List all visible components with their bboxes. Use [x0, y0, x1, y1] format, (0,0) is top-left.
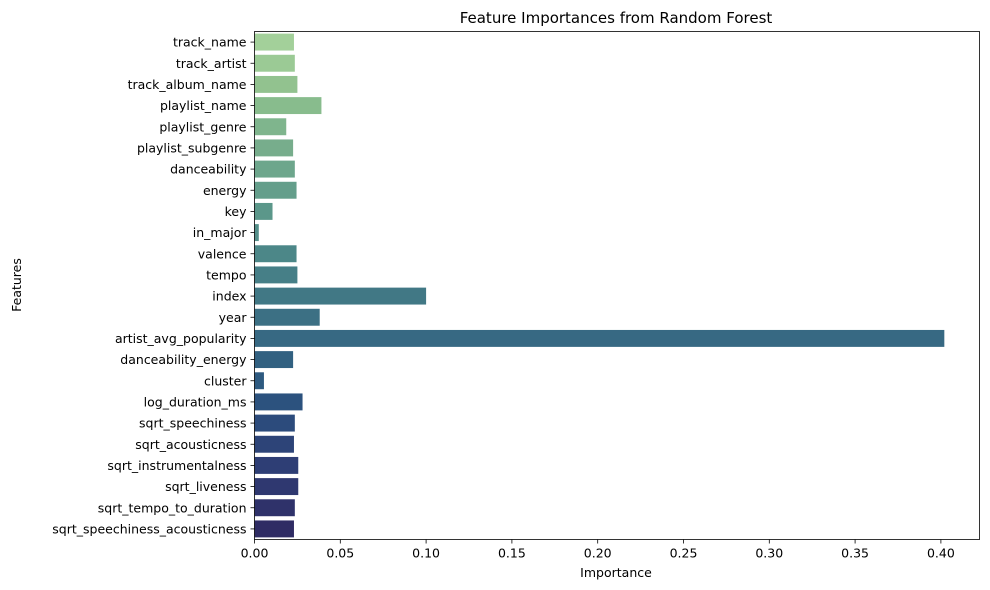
bar-sqrt-instrumentalness	[254, 456, 299, 474]
chart-title: Feature Importances from Random Forest	[460, 9, 773, 27]
bar-year	[254, 308, 320, 326]
y-tick-label: sqrt_liveness	[165, 479, 246, 494]
bar-track-name	[254, 33, 294, 51]
y-tick-label: tempo	[206, 267, 246, 282]
x-tick-label: 0.25	[670, 546, 698, 561]
bar-key	[254, 202, 273, 220]
y-tick-label: track_artist	[176, 56, 247, 71]
bar-sqrt-speechiness-acousticness	[254, 520, 294, 538]
bar-playlist-subgenre	[254, 139, 294, 157]
y-tick-label: playlist_name	[160, 98, 247, 113]
y-tick-label: danceability	[170, 162, 247, 177]
y-tick-label: index	[212, 289, 246, 304]
y-tick-label: sqrt_speechiness_acousticness	[52, 521, 246, 536]
bar-playlist-genre	[254, 118, 287, 136]
bar-tempo	[254, 266, 298, 284]
x-tick-label: 0.05	[326, 546, 354, 561]
bar-artist-avg-popularity	[254, 329, 945, 347]
bar-cluster	[254, 372, 264, 390]
y-ticks-group: track_name track_artist track_album_namepl…	[52, 35, 255, 536]
bar-sqrt-tempo-to-duration	[254, 499, 295, 517]
y-axis-label: Features	[9, 258, 24, 312]
bar-danceability-energy	[254, 351, 294, 369]
y-tick-label: sqrt_instrumentalness	[107, 458, 246, 473]
x-ticks-group: 0.00 0.05 0.10 0.15 0.20 0.25 0.30 0.35 0.40	[241, 539, 955, 561]
bars-group	[254, 33, 945, 538]
y-tick-label: sqrt_speechiness	[139, 416, 246, 431]
bar-danceability	[254, 160, 295, 178]
x-tick-label: 0.00	[241, 546, 269, 561]
y-tick-label: year	[219, 310, 248, 325]
x-tick-label: 0.20	[584, 546, 612, 561]
y-tick-label: valence	[198, 246, 247, 261]
bar-in-major	[254, 224, 259, 242]
y-tick-label: log_duration_ms	[144, 394, 247, 409]
bar-playlist-name	[254, 97, 322, 115]
x-axis-label: Importance	[580, 565, 652, 580]
y-tick-label: sqrt_tempo_to_duration	[98, 500, 247, 515]
y-tick-label: playlist_genre	[159, 119, 246, 134]
bar-energy	[254, 181, 297, 199]
x-tick-label: 0.30	[755, 546, 783, 561]
y-tick-label: danceability_energy	[120, 352, 247, 367]
y-tick-label: track_name	[173, 35, 247, 50]
bar-track-album-name	[254, 75, 298, 93]
y-tick-label: cluster	[204, 373, 247, 388]
bar-valence	[254, 245, 297, 263]
y-tick-label: track_album_name	[128, 77, 247, 92]
bar-index	[254, 287, 427, 305]
x-tick-label: 0.10	[412, 546, 440, 561]
x-tick-label: 0.40	[927, 546, 955, 561]
y-tick-label: in_major	[193, 225, 248, 240]
bar-track-artist	[254, 54, 295, 72]
bar-sqrt-acousticness	[254, 435, 294, 453]
x-tick-label: 0.15	[498, 546, 526, 561]
y-tick-label: artist_avg_popularity	[115, 331, 247, 346]
bar-log-duration-ms	[254, 393, 303, 411]
x-tick-label: 0.35	[841, 546, 869, 561]
plot-frame	[254, 31, 980, 540]
y-tick-label: energy	[203, 183, 247, 198]
y-tick-label: playlist_subgenre	[137, 140, 247, 155]
y-tick-label: key	[225, 204, 247, 219]
y-tick-label: sqrt_acousticness	[135, 437, 246, 452]
bar-sqrt-speechiness	[254, 414, 295, 432]
bar-sqrt-liveness	[254, 478, 299, 496]
